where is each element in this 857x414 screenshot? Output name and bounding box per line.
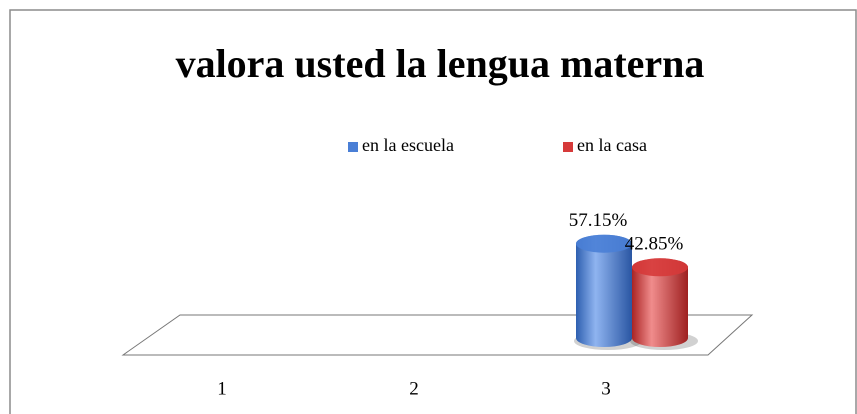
cylinder (576, 234, 632, 347)
cylinder (632, 258, 688, 347)
chart-title: valora usted la lengua materna (176, 41, 705, 86)
value-label: 57.15% (569, 210, 628, 231)
legend-label: en la escuela (362, 135, 454, 155)
legend-swatch (563, 142, 573, 152)
legend-label: en la casa (577, 135, 647, 155)
value-label: 42.85% (625, 234, 684, 255)
x-tick-label: 3 (601, 378, 611, 399)
x-tick-label: 1 (217, 378, 227, 399)
x-tick-label: 2 (409, 378, 419, 399)
cylinder-top (632, 258, 688, 277)
legend-swatch (348, 142, 358, 152)
cylinder-top (576, 234, 632, 253)
